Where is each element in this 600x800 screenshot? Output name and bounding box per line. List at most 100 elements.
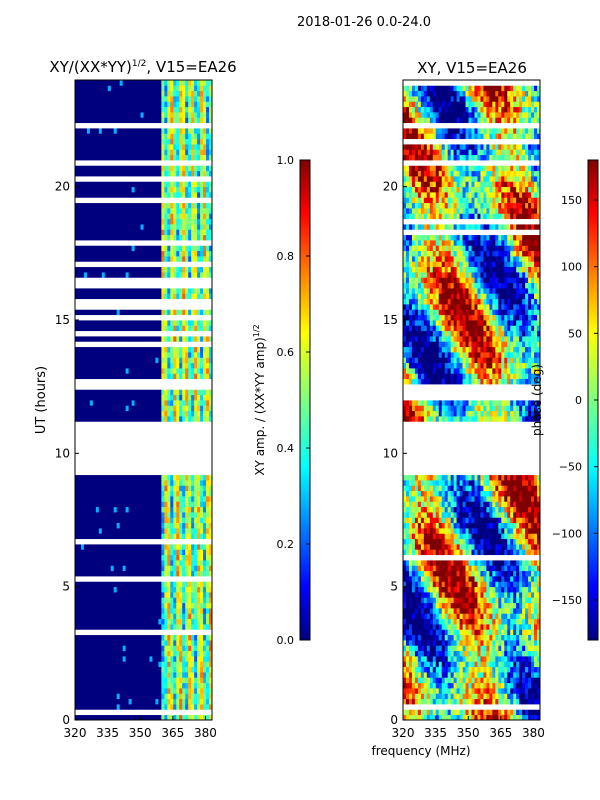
heatmap-cell [122,325,127,332]
heatmap-cell [128,597,132,604]
heatmap-cell [134,112,138,118]
heatmap-cell [137,224,141,230]
heatmap-cell [122,256,127,262]
heatmap-cell [77,698,82,705]
heatmap-cell [149,698,153,705]
heatmap-cell [170,506,174,513]
heatmap-cell [83,602,88,609]
heatmap-cell [101,501,106,508]
heatmap-cell [522,714,526,721]
heatmap-cell [200,149,204,156]
heatmap-cell [203,517,207,524]
heatmap-cell [92,645,97,652]
heatmap-cell [143,181,147,188]
heatmap-cell [152,560,156,566]
heatmap-cell [80,389,85,396]
heatmap-cell [128,368,132,374]
heatmap-cell [209,266,213,273]
heatmap-cell [203,154,207,161]
heatmap-cell [417,698,422,705]
heatmap-cell [113,250,118,257]
heatmap-cell [176,309,180,316]
heatmap-cell [203,229,207,236]
heatmap-cell [75,517,79,524]
heatmap-cell [86,650,91,657]
heatmap-cell [471,714,475,721]
heatmap-cell [170,96,174,102]
heatmap-cell [119,272,124,278]
heatmap-cell [203,394,207,401]
heatmap-cell [75,309,79,316]
heatmap-cell [173,608,177,614]
heatmap-cell [209,405,213,412]
heatmap-cell [80,618,85,625]
heatmap-cell [179,533,183,540]
heatmap-cell [516,672,520,678]
heatmap-cell [107,373,112,380]
heatmap-cell [104,704,109,710]
heatmap-cell [200,96,204,102]
heatmap-cell [122,634,127,641]
heatmap-cell [444,650,449,657]
heatmap-cell [161,325,165,332]
heatmap-cell [92,224,97,230]
heatmap-cell [80,714,85,721]
heatmap-cell [155,624,159,630]
heatmap-cell [173,336,177,342]
heatmap-cell [459,682,463,689]
heatmap-cell [137,640,141,646]
heatmap-cell [197,608,201,614]
heatmap-cell [408,661,413,668]
heatmap-cell [408,677,413,684]
heatmap-cell [414,682,419,689]
heatmap-cell [146,202,150,209]
heatmap-cell [137,480,141,486]
heatmap-cell [83,565,88,572]
heatmap-cell [92,570,97,577]
heatmap-cell [432,698,437,705]
heatmap-cell [101,218,106,225]
heatmap-cell [149,693,153,700]
heatmap-cell [170,266,174,273]
heatmap-cell [197,154,201,161]
heatmap-cell [185,656,189,662]
heatmap-cell [161,181,165,188]
heatmap-cell [429,666,434,673]
heatmap-cell [194,224,198,230]
heatmap-cell [128,85,132,92]
heatmap-cell [519,661,523,668]
heatmap-cell [450,693,455,700]
heatmap-cell [429,656,434,662]
heatmap-cell [155,586,159,593]
heatmap-cell [149,394,153,401]
heatmap-cell [140,554,144,561]
heatmap-cell [161,357,165,364]
heatmap-cell [498,709,502,716]
heatmap-cell [179,640,183,646]
heatmap-cell [92,144,97,150]
heatmap-cell [191,528,195,534]
heatmap-cell [98,416,103,422]
heatmap-row [75,640,213,646]
heatmap-cell [107,293,112,300]
heatmap-cell [438,672,443,678]
heatmap-cell [125,650,130,657]
heatmap-row [75,266,213,273]
heatmap-cell [408,714,413,721]
heatmap-cell [125,224,130,230]
heatmap-cell [480,709,484,716]
heatmap-cell [128,293,132,300]
heatmap-cell [185,101,189,108]
heatmap-cell [101,250,106,257]
heatmap-row [75,384,212,390]
heatmap-cell [179,416,183,422]
heatmap-cell [185,389,189,396]
heatmap-cell [83,320,88,326]
heatmap-cell [519,650,523,657]
heatmap-cell [131,357,135,364]
heatmap-cell [155,154,159,161]
heatmap-cell [113,682,118,689]
heatmap-cell [170,608,174,614]
heatmap-cell [176,181,180,188]
heatmap-cell [164,192,168,198]
